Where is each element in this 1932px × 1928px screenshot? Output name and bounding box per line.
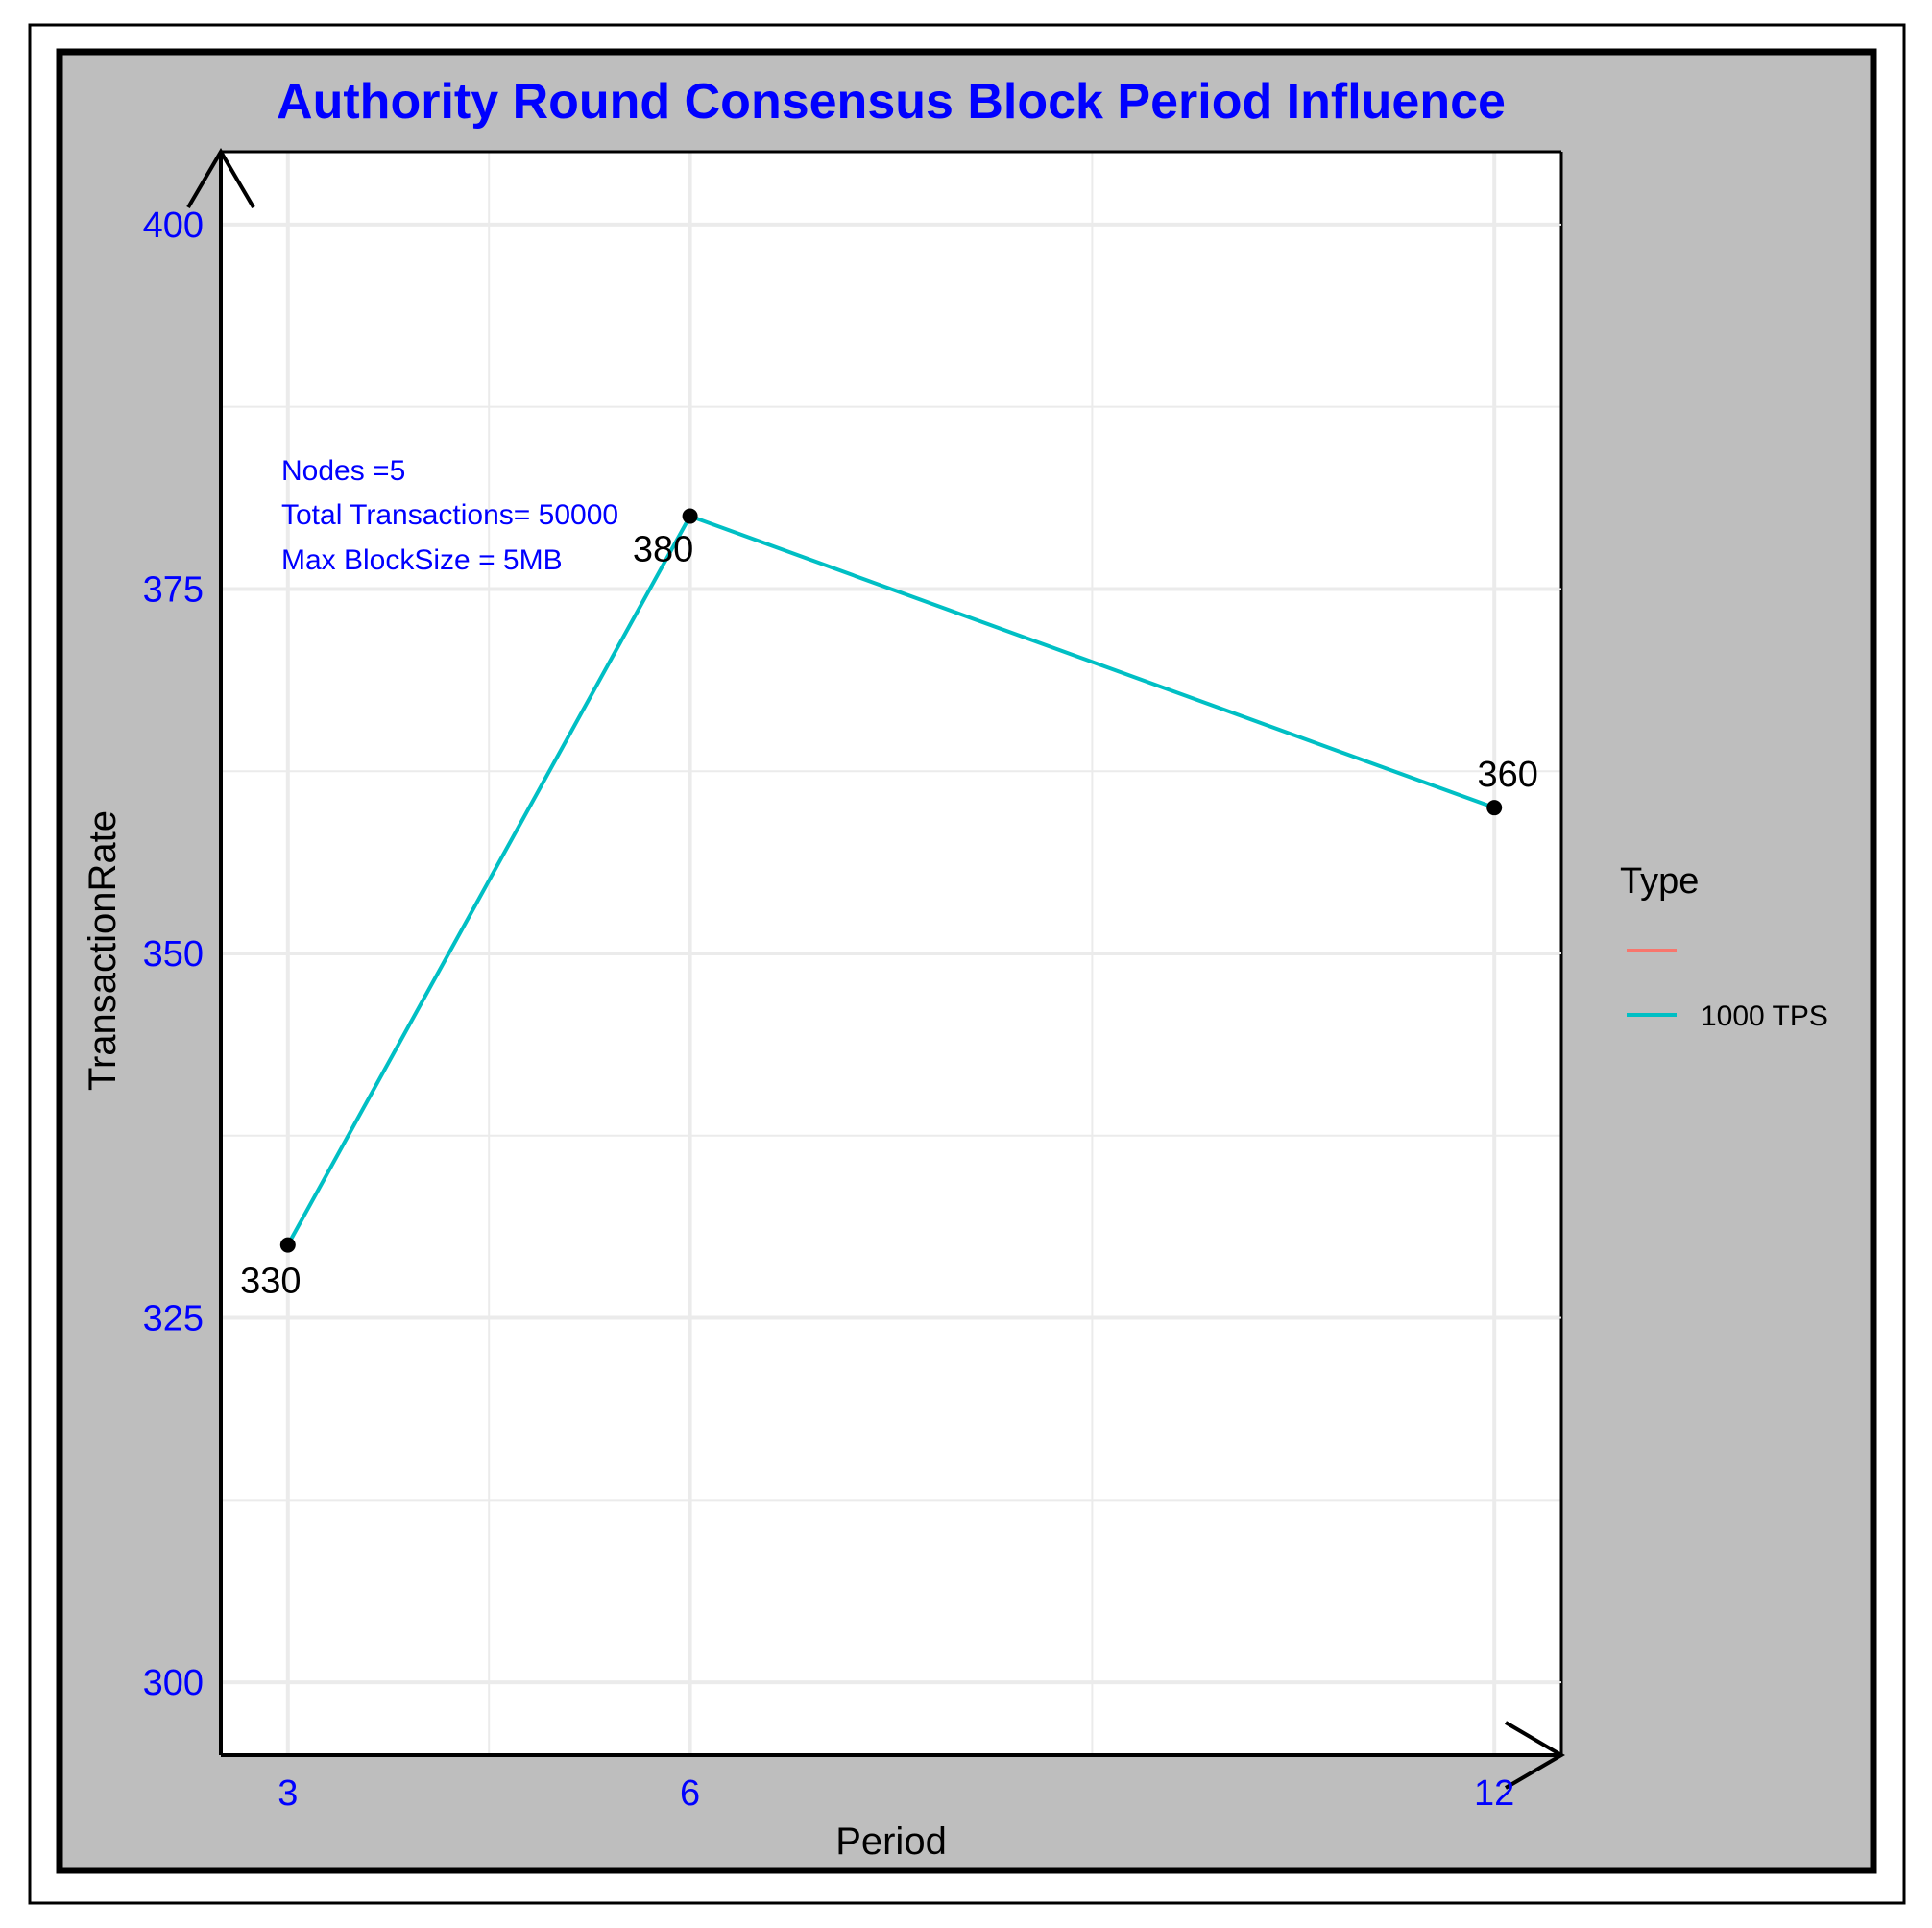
y-tick-label: 375 <box>143 569 204 610</box>
tick-labels: 3 6 12 300 325 350 375 400 <box>143 205 1515 1814</box>
y-axis-title: TransactionRate <box>82 810 124 1091</box>
annotation-nodes: Nodes =5 <box>281 455 405 487</box>
annotation-max-blocksize: Max BlockSize = 5MB <box>281 544 563 576</box>
legend: Type 1000 TPS <box>1620 861 1828 1032</box>
data-label: 380 <box>633 530 693 570</box>
axes <box>186 148 1565 1790</box>
y-tick-label: 300 <box>143 1663 204 1703</box>
y-tick-label: 350 <box>143 934 204 975</box>
grid <box>221 152 1561 1755</box>
chart-title: Authority Round Consensus Block Period I… <box>277 74 1506 130</box>
data-point <box>1486 800 1503 816</box>
y-axis-arrow <box>186 148 255 209</box>
data-label: 360 <box>1477 755 1537 795</box>
series-layer: 330 380 360 <box>240 508 1538 1302</box>
data-point <box>279 1237 296 1253</box>
y-tick-label: 400 <box>143 205 204 246</box>
data-point <box>682 508 698 524</box>
y-tick-label: 325 <box>143 1299 204 1339</box>
legend-label-2: 1000 TPS <box>1701 1000 1828 1032</box>
x-axis-arrow <box>1504 1721 1565 1790</box>
x-tick-label: 3 <box>278 1773 298 1814</box>
annotation-total-transactions: Total Transactions= 50000 <box>281 499 618 531</box>
x-tick-label: 12 <box>1474 1773 1514 1814</box>
legend-title: Type <box>1620 861 1699 902</box>
x-axis-title: Period <box>835 1820 947 1863</box>
x-tick-label: 6 <box>680 1773 700 1814</box>
data-label: 330 <box>240 1262 301 1302</box>
